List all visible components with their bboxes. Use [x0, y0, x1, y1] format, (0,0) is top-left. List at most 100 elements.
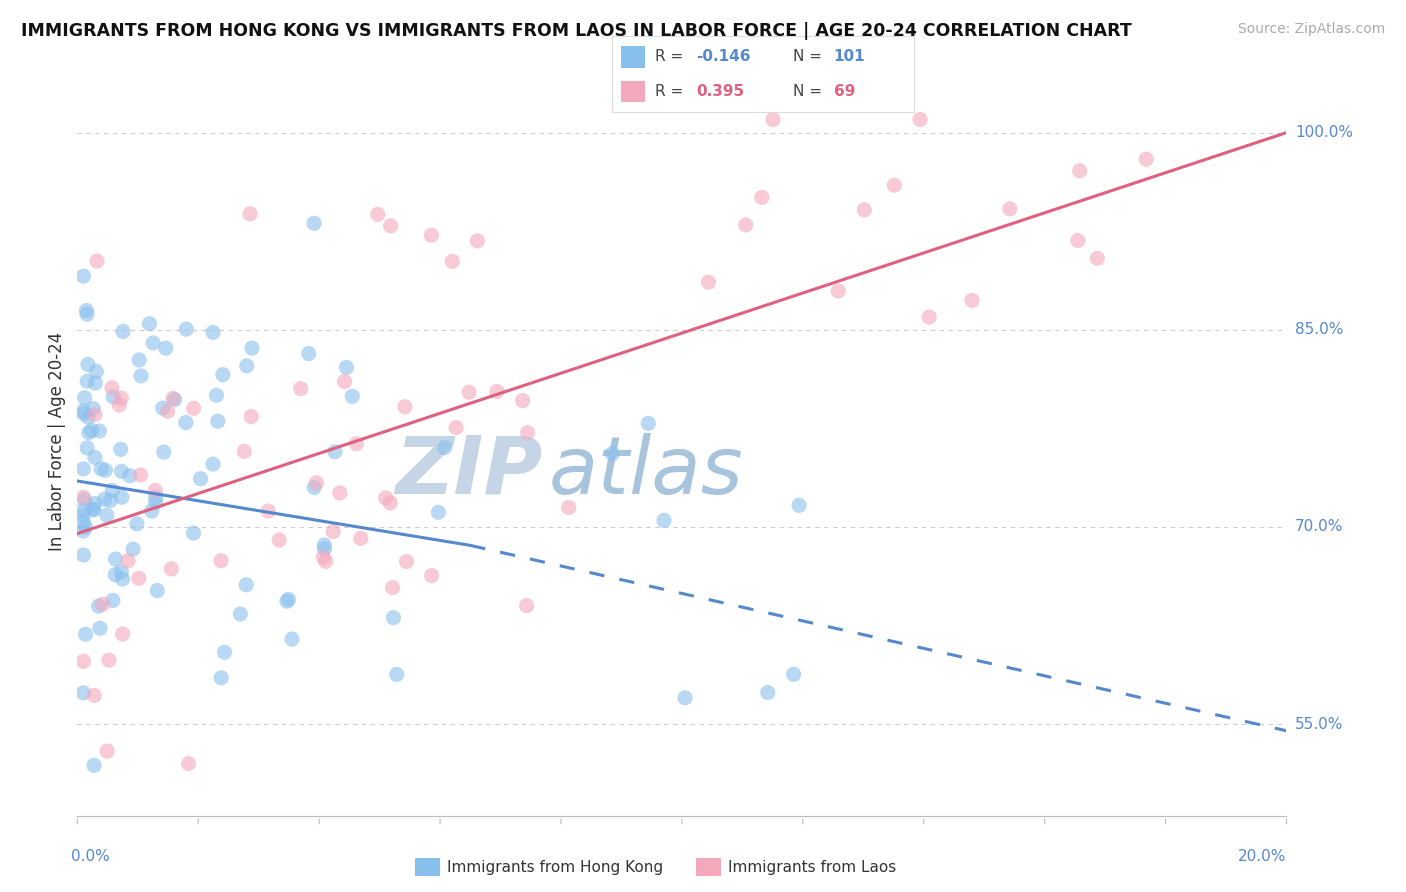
Text: 101: 101 — [834, 49, 866, 64]
Text: N =: N = — [793, 84, 823, 99]
Point — [143, 483, 166, 498]
Point — [240, 341, 263, 355]
Text: 0.0%: 0.0% — [72, 849, 110, 864]
Point — [111, 627, 134, 641]
Point — [72, 515, 94, 529]
Point — [174, 416, 197, 430]
Point — [162, 392, 184, 406]
Point — [96, 508, 118, 522]
Point — [335, 360, 357, 375]
Point — [177, 756, 200, 771]
Point — [112, 325, 135, 339]
Point — [100, 493, 122, 508]
Point — [111, 490, 134, 504]
Point — [72, 407, 94, 421]
Point — [380, 219, 402, 233]
Point — [142, 336, 165, 351]
Point — [394, 400, 416, 414]
Point — [1069, 163, 1091, 178]
Point — [156, 404, 179, 418]
Point — [89, 621, 111, 635]
Point — [350, 532, 373, 546]
Point — [207, 414, 229, 428]
Point — [103, 390, 125, 404]
Text: Immigrants from Laos: Immigrants from Laos — [728, 860, 897, 874]
Point — [205, 388, 228, 402]
Point — [190, 472, 212, 486]
Point — [77, 425, 100, 440]
Point — [76, 307, 98, 321]
Text: R =: R = — [655, 84, 683, 99]
Point — [787, 498, 810, 512]
Point — [72, 508, 94, 523]
Point — [1067, 234, 1090, 248]
Text: IMMIGRANTS FROM HONG KONG VS IMMIGRANTS FROM LAOS IN LABOR FORCE | AGE 20-24 COR: IMMIGRANTS FROM HONG KONG VS IMMIGRANTS … — [21, 22, 1132, 40]
Point — [314, 541, 336, 556]
Point — [485, 384, 508, 399]
Text: 55.0%: 55.0% — [1295, 716, 1343, 731]
Point — [145, 495, 167, 509]
Point — [269, 533, 291, 547]
Point — [72, 524, 94, 538]
Text: N =: N = — [793, 49, 823, 64]
Point — [209, 671, 232, 685]
Point — [734, 218, 756, 232]
Bar — [620, 81, 645, 103]
Point — [84, 408, 107, 422]
Text: 70.0%: 70.0% — [1295, 519, 1343, 534]
Point — [183, 526, 205, 541]
Point — [83, 496, 105, 510]
Point — [129, 467, 152, 482]
Point — [72, 462, 94, 476]
Point — [73, 492, 96, 507]
Point — [72, 404, 94, 418]
Point — [104, 567, 127, 582]
Point — [960, 293, 983, 308]
Point — [83, 689, 105, 703]
Bar — [620, 46, 645, 68]
Point — [101, 593, 124, 607]
Point — [73, 391, 96, 405]
Point — [125, 516, 148, 531]
Point — [174, 322, 197, 336]
Point — [110, 391, 132, 405]
Point — [75, 303, 97, 318]
Point — [146, 583, 169, 598]
Point — [600, 447, 623, 461]
Point — [751, 190, 773, 204]
Point — [277, 592, 299, 607]
Point — [110, 464, 132, 478]
Point — [90, 462, 112, 476]
Point — [427, 505, 450, 519]
Point — [96, 744, 118, 758]
Point — [329, 486, 352, 500]
Point — [652, 513, 675, 527]
Point — [314, 538, 336, 552]
Point — [201, 326, 224, 340]
Text: ZIP: ZIP — [395, 433, 543, 510]
Point — [323, 444, 346, 458]
Point — [101, 483, 124, 498]
Point — [458, 385, 481, 400]
Point — [298, 346, 321, 360]
Text: Immigrants from Hong Kong: Immigrants from Hong Kong — [447, 860, 664, 874]
Point — [333, 375, 356, 389]
Point — [233, 444, 256, 458]
Text: -0.146: -0.146 — [696, 49, 751, 64]
Point — [420, 568, 443, 582]
Point — [281, 632, 304, 646]
Point — [367, 207, 389, 221]
Point — [152, 445, 174, 459]
Point — [128, 571, 150, 585]
Point — [322, 524, 344, 539]
Point — [827, 284, 849, 298]
Point — [239, 207, 262, 221]
Point — [374, 491, 396, 505]
Point — [382, 611, 405, 625]
Point — [93, 492, 115, 507]
Point — [420, 228, 443, 243]
Point — [83, 758, 105, 772]
Point — [444, 420, 467, 434]
Point — [89, 424, 111, 438]
Point — [145, 491, 167, 505]
